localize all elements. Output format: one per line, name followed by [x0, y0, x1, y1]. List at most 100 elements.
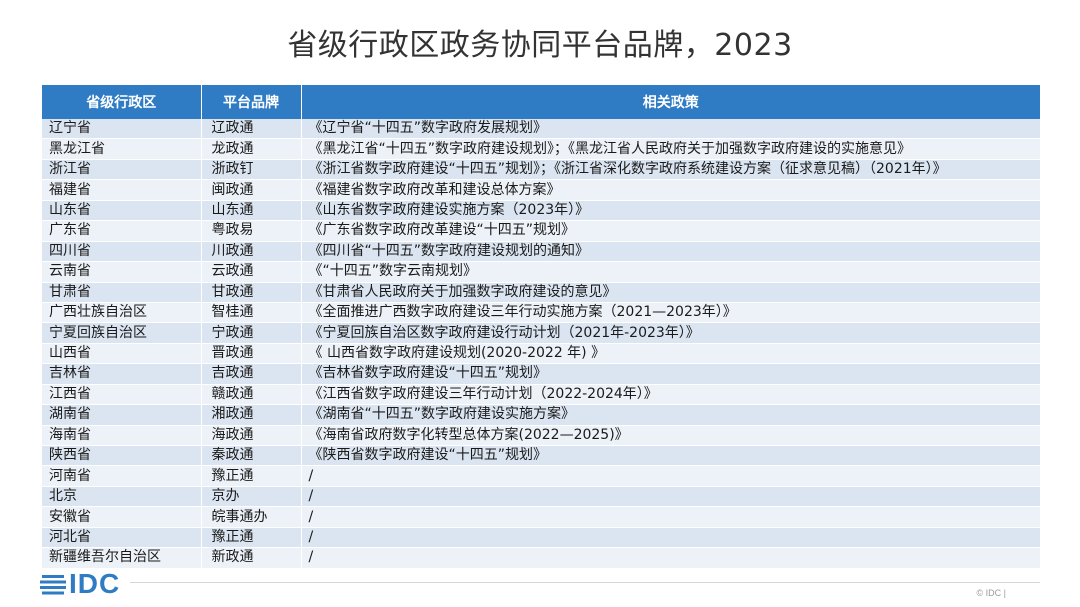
cell-region: 辽宁省 — [42, 119, 202, 140]
cell-policy: / — [301, 527, 1041, 549]
idc-logo: IDC — [40, 566, 120, 602]
footer-divider — [130, 582, 1040, 583]
cell-region: 江西省 — [42, 384, 202, 406]
cell-brand: 闽政通 — [201, 179, 302, 201]
table-row: 福建省 闽政通 《福建省数字政府改革和建设总体方案》 — [42, 179, 1041, 201]
cell-region: 四川省 — [42, 241, 202, 263]
copyright-text: © IDC | — [976, 588, 1006, 598]
table-row: 四川省 川政通 《四川省“十四五”数字政府建设规划的通知》 — [42, 241, 1041, 263]
cell-region: 甘肃省 — [42, 282, 202, 303]
table-body: 辽宁省 辽政通 《辽宁省“十四五”数字政府发展规划》 黑龙江省 龙政通 《黑龙江省“十四五… — [42, 119, 1041, 569]
cell-brand: 皖事通办 — [201, 506, 302, 528]
cell-brand: 川政通 — [201, 241, 302, 263]
header-brand: 平台品牌 — [201, 85, 302, 119]
cell-brand: 甘政通 — [201, 282, 302, 303]
cell-region: 吉林省 — [42, 363, 202, 385]
cell-brand: 湘政通 — [201, 404, 302, 426]
cell-brand: 赣政通 — [201, 384, 302, 406]
cell-region: 福建省 — [42, 179, 202, 201]
cell-policy: / — [301, 547, 1041, 569]
cell-region: 安徽省 — [42, 506, 202, 528]
header-policy: 相关政策 — [301, 85, 1040, 119]
cell-policy: 《甘肃省人民政府关于加强数字政府建设的意见》 — [301, 282, 1041, 303]
table-row: 黑龙江省 龙政通 《黑龙江省“十四五”数字政府建设规划》；《黑龙江省人民政府关于加强… — [42, 138, 1041, 160]
cell-policy: 《黑龙江省“十四五”数字政府建设规划》；《黑龙江省人民政府关于加强数字政府建设的… — [301, 138, 1041, 160]
cell-policy: 《浙江省数字政府建设“十四五”规划》；《浙江省深化数字政府系统建设方案（征求意见… — [301, 159, 1041, 181]
cell-brand: 晋政通 — [201, 343, 302, 365]
cell-region: 海南省 — [42, 425, 202, 447]
cell-brand: 新政通 — [201, 547, 302, 569]
cell-policy: 《山东省数字政府建设实施方案（2023年）》 — [301, 200, 1041, 222]
cell-policy: 《广东省数字政府改革建设“十四五”规划》 — [301, 220, 1041, 242]
cell-policy: 《福建省数字政府改革和建设总体方案》 — [301, 179, 1041, 201]
table-row: 河北省 豫正通 / — [42, 527, 1041, 549]
cell-brand: 豫正通 — [201, 527, 302, 549]
table-header-row: 省级行政区 平台品牌 相关政策 — [42, 85, 1040, 119]
cell-region: 云南省 — [42, 261, 202, 283]
cell-brand: 京办 — [201, 486, 302, 508]
table-row: 吉林省 吉政通 《吉林省数字政府建设“十四五”规划》 — [42, 363, 1041, 385]
table-row: 广东省 粤政易 《广东省数字政府改革建设“十四五”规划》 — [42, 220, 1041, 242]
cell-policy: 《江西省数字政府建设三年行动计划（2022-2024年）》 — [301, 384, 1041, 406]
cell-brand: 豫正通 — [201, 465, 302, 487]
cell-brand: 吉政通 — [201, 363, 302, 385]
table-row: 辽宁省 辽政通 《辽宁省“十四五”数字政府发展规划》 — [42, 119, 1041, 140]
cell-brand: 宁政通 — [201, 322, 302, 344]
cell-region: 黑龙江省 — [42, 138, 202, 160]
table-row: 浙江省 浙政钉 《浙江省数字政府建设“十四五”规划》；《浙江省深化数字政府系统建设方… — [42, 159, 1041, 181]
cell-region: 浙江省 — [42, 159, 202, 181]
table-row: 江西省 赣政通 《江西省数字政府建设三年行动计划（2022-2024年）》 — [42, 384, 1041, 406]
cell-region: 河南省 — [42, 465, 202, 487]
table-row: 山东省 山东通 《山东省数字政府建设实施方案（2023年）》 — [42, 200, 1041, 222]
cell-region: 新疆维吾尔自治区 — [42, 547, 202, 569]
table-row: 河南省 豫正通 / — [42, 465, 1041, 487]
cell-policy: 《“十四五”数字云南规划》 — [301, 261, 1041, 283]
cell-policy: 《四川省“十四五”数字政府建设规划的通知》 — [301, 241, 1041, 263]
table-row: 广西壮族自治区 智桂通 《全面推进广西数字政府建设三年行动实施方案（2021—202… — [42, 302, 1041, 324]
table-row: 山西省 晋政通《 山西省数字政府建设规划(2020-2022 年) 》 — [42, 343, 1041, 365]
logo-text: IDC — [69, 568, 121, 599]
cell-brand: 粤政易 — [201, 220, 302, 242]
cell-region: 广西壮族自治区 — [42, 302, 202, 324]
cell-brand: 秦政通 — [201, 445, 302, 467]
cell-policy: / — [301, 465, 1041, 487]
cell-policy: 《 山西省数字政府建设规划(2020-2022 年) 》 — [301, 343, 1041, 365]
cell-region: 北京 — [42, 486, 202, 508]
table-row: 湖南省 湘政通 《湖南省“十四五”数字政府建设实施方案》 — [42, 404, 1041, 426]
cell-region: 湖南省 — [42, 404, 202, 426]
cell-brand: 山东通 — [201, 200, 302, 222]
cell-policy: 《全面推进广西数字政府建设三年行动实施方案（2021—2023年）》 — [301, 302, 1041, 324]
page-title: 省级行政区政务协同平台品牌，2023 — [287, 28, 793, 63]
cell-region: 山西省 — [42, 343, 202, 365]
policy-table: 省级行政区 平台品牌 相关政策 辽宁省 辽政通 《辽宁省“十四五”数字政府发展规划》… — [42, 85, 1041, 569]
cell-policy: 《湖南省“十四五”数字政府建设实施方案》 — [301, 404, 1041, 426]
cell-brand: 海政通 — [201, 425, 302, 447]
cell-policy: 《吉林省数字政府建设“十四五”规划》 — [301, 363, 1041, 385]
cell-policy: / — [301, 486, 1041, 508]
header-region: 省级行政区 — [42, 85, 202, 119]
cell-brand: 浙政钉 — [201, 159, 302, 181]
cell-brand: 龙政通 — [201, 138, 302, 160]
table-row: 北京 京办 / — [42, 486, 1041, 508]
cell-region: 山东省 — [42, 200, 202, 222]
cell-brand: 辽政通 — [201, 119, 302, 140]
table-row: 新疆维吾尔自治区 新政通 / — [42, 547, 1041, 569]
idc-globe-icon — [40, 575, 66, 595]
cell-region: 宁夏回族自治区 — [42, 322, 202, 344]
cell-policy: 《海南省政府数字化转型总体方案(2022—2025)》 — [301, 425, 1041, 447]
table-row: 宁夏回族自治区 宁政通 《宁夏回族自治区数字政府建设行动计划（2021年-2023年… — [42, 322, 1041, 344]
cell-policy: 《陕西省数字政府建设“十四五”规划》 — [301, 445, 1041, 467]
table-row: 甘肃省 甘政通 《甘肃省人民政府关于加强数字政府建设的意见》 — [42, 282, 1041, 303]
cell-region: 广东省 — [42, 220, 202, 242]
table-row: 云南省 云政通 《“十四五”数字云南规划》 — [42, 261, 1041, 283]
cell-brand: 智桂通 — [201, 302, 302, 324]
cell-brand: 云政通 — [201, 261, 302, 283]
table-row: 海南省 海政通 《海南省政府数字化转型总体方案(2022—2025)》 — [42, 425, 1041, 447]
cell-policy: 《宁夏回族自治区数字政府建设行动计划（2021年-2023年）》 — [301, 322, 1041, 344]
table-row: 陕西省 秦政通 《陕西省数字政府建设“十四五”规划》 — [42, 445, 1041, 467]
cell-region: 河北省 — [42, 527, 202, 549]
cell-region: 陕西省 — [42, 445, 202, 467]
table-row: 安徽省 皖事通办 / — [42, 506, 1041, 528]
cell-policy: 《辽宁省“十四五”数字政府发展规划》 — [301, 119, 1041, 140]
cell-policy: / — [301, 506, 1041, 528]
